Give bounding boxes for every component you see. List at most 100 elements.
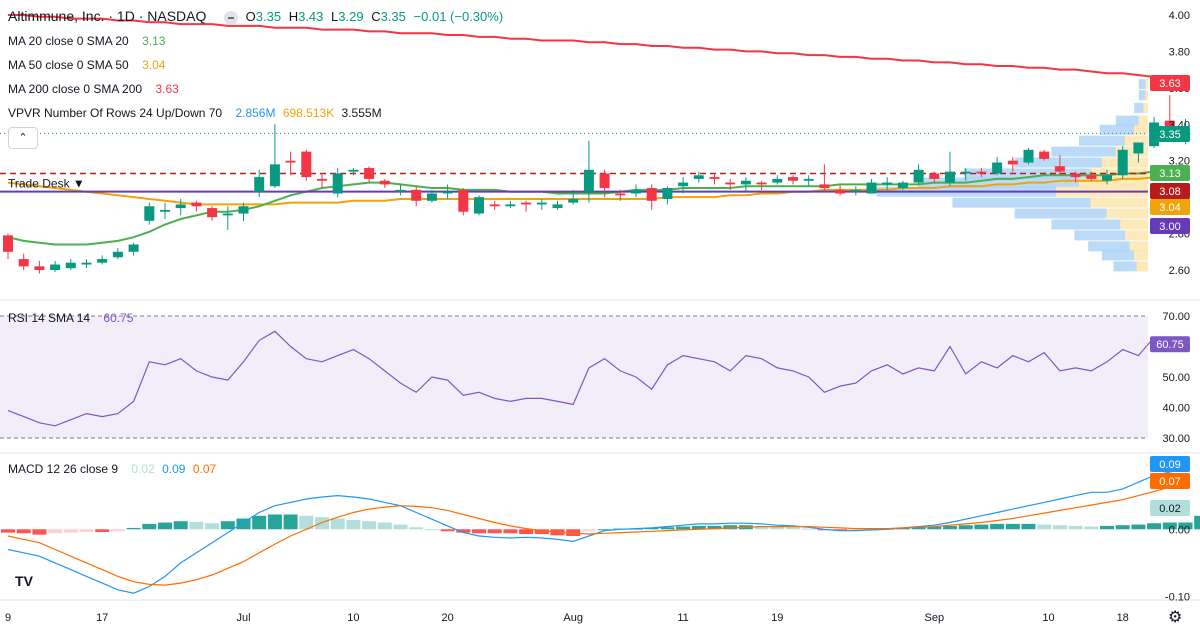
candle[interactable] — [207, 208, 218, 218]
candle[interactable] — [379, 180, 390, 185]
time-tick-label: Jul — [236, 612, 250, 624]
ma20-legend[interactable]: MA 20 close 0 SMA 20 3.13 — [8, 34, 169, 48]
candle[interactable] — [285, 160, 296, 163]
candle[interactable] — [254, 177, 265, 192]
candle[interactable] — [1023, 149, 1034, 163]
candle[interactable] — [976, 171, 987, 174]
tradingview-logo-icon[interactable]: TV — [15, 573, 33, 589]
symbol-title[interactable]: Altimmune, Inc. · 1D · NASDAQ — [8, 8, 207, 24]
candle[interactable] — [835, 189, 846, 194]
candle[interactable] — [50, 264, 61, 270]
candle[interactable] — [18, 259, 29, 267]
candle[interactable] — [1054, 166, 1065, 172]
candle[interactable] — [945, 171, 955, 183]
vpvr-down-value: 698.513K — [282, 106, 335, 120]
macd-legend[interactable]: MACD 12 26 close 9 0.02 0.09 0.07 — [8, 462, 220, 476]
candle[interactable] — [882, 182, 893, 185]
candle[interactable] — [803, 178, 814, 181]
collapse-legend-button[interactable]: ⌃ — [8, 127, 38, 149]
candle[interactable] — [631, 189, 641, 194]
candle[interactable] — [1039, 151, 1050, 159]
candle[interactable] — [866, 182, 877, 194]
candle[interactable] — [599, 173, 610, 189]
rsi-legend[interactable]: RSI 14 SMA 14 60.75 — [8, 311, 137, 325]
candle[interactable] — [81, 262, 92, 265]
gear-icon[interactable]: ⚙ — [1168, 609, 1183, 626]
candle[interactable] — [536, 202, 547, 205]
candle[interactable] — [395, 189, 406, 192]
macd-histogram-bar — [1084, 526, 1099, 530]
candle[interactable] — [3, 235, 13, 252]
candle[interactable] — [364, 168, 375, 179]
macd-histogram-bar — [472, 529, 486, 534]
candle[interactable] — [772, 178, 783, 183]
candle[interactable] — [913, 169, 924, 183]
candle[interactable] — [505, 204, 516, 207]
candle[interactable] — [301, 151, 312, 178]
macd-histogram-bar — [927, 526, 942, 530]
ma50-legend[interactable]: MA 50 close 0 SMA 50 3.04 — [8, 58, 169, 72]
candle[interactable] — [269, 164, 280, 187]
candle[interactable] — [489, 204, 500, 207]
candle[interactable] — [678, 182, 689, 187]
candle[interactable] — [411, 189, 422, 201]
candle[interactable] — [128, 244, 139, 252]
candle[interactable] — [756, 182, 767, 185]
candle[interactable] — [1086, 175, 1097, 179]
candle[interactable] — [850, 189, 861, 192]
volume-profile-up-bar — [1051, 219, 1121, 230]
candle[interactable] — [238, 206, 249, 214]
candle[interactable] — [552, 204, 563, 209]
candle[interactable] — [615, 193, 626, 196]
candle[interactable] — [332, 173, 343, 194]
candle[interactable] — [1133, 142, 1144, 154]
candle[interactable] — [1102, 175, 1112, 181]
price-tick-label: 2.60 — [1169, 265, 1190, 277]
time-tick-label: 18 — [1117, 612, 1129, 624]
candle[interactable] — [112, 251, 123, 258]
vpvr-legend[interactable]: VPVR Number Of Rows 24 Up/Down 70 2.856M… — [8, 106, 386, 120]
candle[interactable] — [568, 198, 579, 203]
candle[interactable] — [960, 171, 971, 174]
candle[interactable] — [1117, 149, 1128, 176]
candle[interactable] — [693, 175, 704, 179]
macd-histogram-bar — [990, 523, 1005, 530]
candle[interactable] — [191, 202, 202, 207]
candle[interactable] — [144, 206, 155, 221]
candle[interactable] — [583, 169, 594, 192]
trade-desk-label[interactable]: Trade Desk ▼ — [8, 176, 85, 190]
candle[interactable] — [788, 177, 798, 181]
candle[interactable] — [662, 188, 673, 199]
candle[interactable] — [426, 193, 437, 201]
candle[interactable] — [897, 182, 908, 189]
candle[interactable] — [1007, 160, 1018, 165]
rsi-value: 60.75 — [103, 311, 134, 325]
candle[interactable] — [34, 266, 45, 270]
candle[interactable] — [521, 202, 532, 205]
candle[interactable] — [474, 197, 484, 214]
candle[interactable] — [819, 184, 830, 189]
candle[interactable] — [317, 178, 327, 181]
ma200-legend[interactable]: MA 200 close 0 SMA 200 3.63 — [8, 82, 183, 96]
candle[interactable] — [222, 213, 233, 216]
candle[interactable] — [1070, 173, 1081, 178]
candle[interactable] — [458, 189, 469, 212]
macd-histogram-bar — [1147, 523, 1162, 530]
candle[interactable] — [348, 169, 359, 172]
market-status-icon[interactable] — [224, 10, 239, 25]
candle[interactable] — [65, 262, 76, 269]
candle[interactable] — [160, 209, 170, 212]
candle[interactable] — [442, 191, 453, 194]
candle[interactable] — [175, 204, 186, 209]
candle[interactable] — [725, 182, 736, 185]
price-badge — [1150, 199, 1190, 215]
candle[interactable] — [646, 188, 657, 201]
candle[interactable] — [740, 180, 751, 185]
price-tick-label: 3.80 — [1169, 46, 1190, 58]
candle[interactable] — [709, 177, 720, 179]
candle[interactable] — [97, 259, 108, 263]
candle[interactable] — [929, 173, 940, 179]
rsi-badge-text: 60.75 — [1156, 339, 1184, 351]
candle[interactable] — [992, 162, 1003, 174]
